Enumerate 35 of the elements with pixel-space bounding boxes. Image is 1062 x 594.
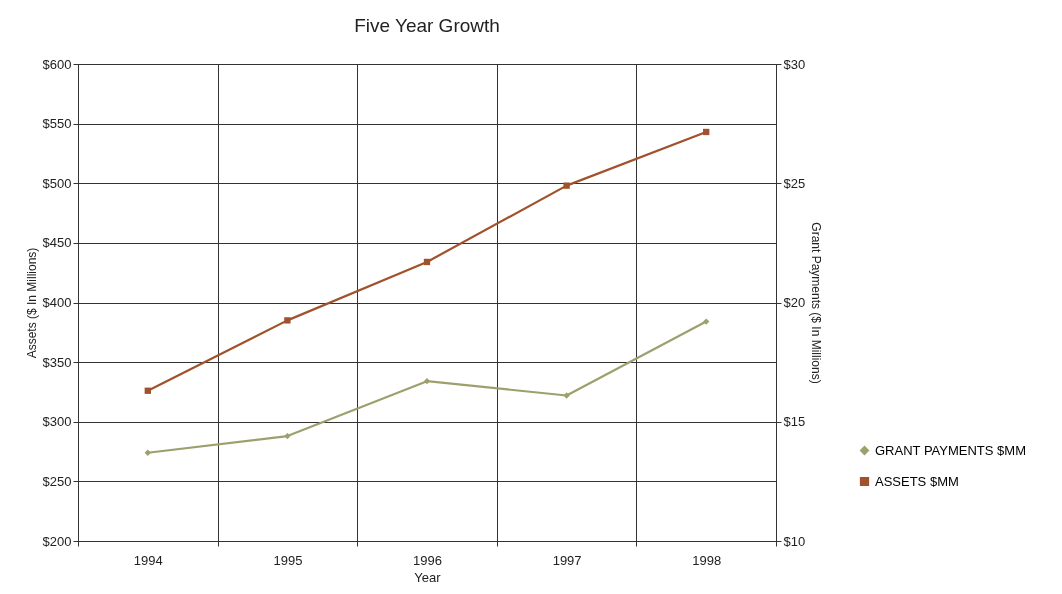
y-axis-title: Assets ($ In Millions) xyxy=(24,247,39,359)
y2-tick-label: $30 xyxy=(783,56,806,72)
x-tick-label: 1994 xyxy=(133,552,163,568)
y2-tick-label: $20 xyxy=(783,295,806,310)
point xyxy=(423,378,431,385)
y2-axis-title: Grant Payments ($ In Millions) xyxy=(809,222,824,384)
y-tick-label: $450 xyxy=(42,235,72,251)
y-tick-label: $550 xyxy=(42,116,72,132)
y-tick-label: $500 xyxy=(42,175,72,191)
y-tick-label: $400 xyxy=(42,295,72,310)
point xyxy=(423,258,431,266)
y-tick-label: $350 xyxy=(42,354,72,370)
x-tick-label: 1995 xyxy=(273,552,303,568)
point xyxy=(144,449,151,456)
point xyxy=(563,392,570,399)
x-axis-title: Year xyxy=(414,569,442,585)
y-tick-label: $200 xyxy=(42,533,72,549)
y-tick-label: $600 xyxy=(42,56,72,72)
legend-label: ASSETS $MM xyxy=(875,473,959,489)
y2-tick-label: $15 xyxy=(783,414,806,430)
y-tick-label: $250 xyxy=(42,473,72,489)
legend-label: GRANT PAYMENTS $MM xyxy=(875,442,1026,458)
point xyxy=(284,432,291,440)
point xyxy=(144,387,151,394)
chart-title: Five Year Growth xyxy=(354,15,500,36)
point xyxy=(703,128,710,136)
point xyxy=(563,182,570,189)
x-tick-label: 1997 xyxy=(552,552,582,568)
x-tick-label: 1996 xyxy=(413,552,442,568)
y2-tick-label: $10 xyxy=(783,533,806,549)
point xyxy=(284,317,291,324)
x-tick-label: 1998 xyxy=(692,552,722,568)
point xyxy=(703,318,710,325)
y-tick-label: $300 xyxy=(42,414,72,430)
y2-tick-label: $25 xyxy=(783,175,806,191)
